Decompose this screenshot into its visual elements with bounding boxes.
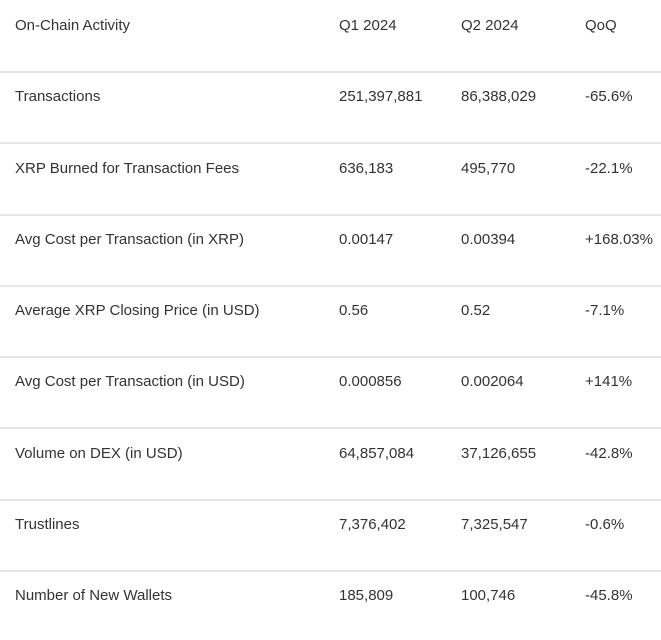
row-q1-value: 0.00147 [339,231,394,248]
row-divider [0,71,661,73]
header-q2-2024: Q2 2024 [461,17,519,34]
row-q1-value: 7,376,402 [339,516,406,533]
header-qoq: QoQ [585,17,617,34]
row-q1-value: 251,397,881 [339,88,423,105]
row-q1-value: 636,183 [339,160,394,177]
row-metric: Average XRP Closing Price (in USD) [15,302,260,319]
row-qoq-value: -65.6% [585,88,633,105]
row-metric: Transactions [15,88,101,105]
row-q2-value: 7,325,547 [461,516,528,533]
row-q1-value: 0.56 [339,302,369,319]
row-q2-value: 86,388,029 [461,88,537,105]
row-q1-value: 185,809 [339,587,394,604]
row-qoq-value: -22.1% [585,160,633,177]
row-q2-value: 495,770 [461,160,516,177]
row-metric: Avg Cost per Transaction (in USD) [15,373,245,390]
row-divider [0,499,661,501]
row-q2-value: 100,746 [461,587,516,604]
row-q2-value: 0.002064 [461,373,524,390]
row-divider [0,214,661,216]
row-metric: XRP Burned for Transaction Fees [15,160,240,177]
row-qoq-value: +141% [585,373,633,390]
row-qoq-value: -7.1% [585,302,625,319]
row-metric: Trustlines [15,516,80,533]
row-qoq-value: +168.03% [585,231,653,248]
row-metric: Avg Cost per Transaction (in XRP) [15,231,244,248]
row-metric: Number of New Wallets [15,587,172,604]
row-metric: Volume on DEX (in USD) [15,445,183,462]
row-divider [0,427,661,429]
header-q1-2024: Q1 2024 [339,17,397,34]
row-qoq-value: -45.8% [585,587,633,604]
row-divider [0,356,661,358]
header-metric: On-Chain Activity [15,17,131,34]
row-q1-value: 0.000856 [339,373,402,390]
row-divider [0,570,661,572]
row-q2-value: 0.52 [461,302,491,319]
row-qoq-value: -42.8% [585,445,633,462]
row-q2-value: 0.00394 [461,231,516,248]
row-divider [0,285,661,287]
row-divider [0,142,661,144]
row-q2-value: 37,126,655 [461,445,537,462]
row-q1-value: 64,857,084 [339,445,415,462]
row-qoq-value: -0.6% [585,516,625,533]
